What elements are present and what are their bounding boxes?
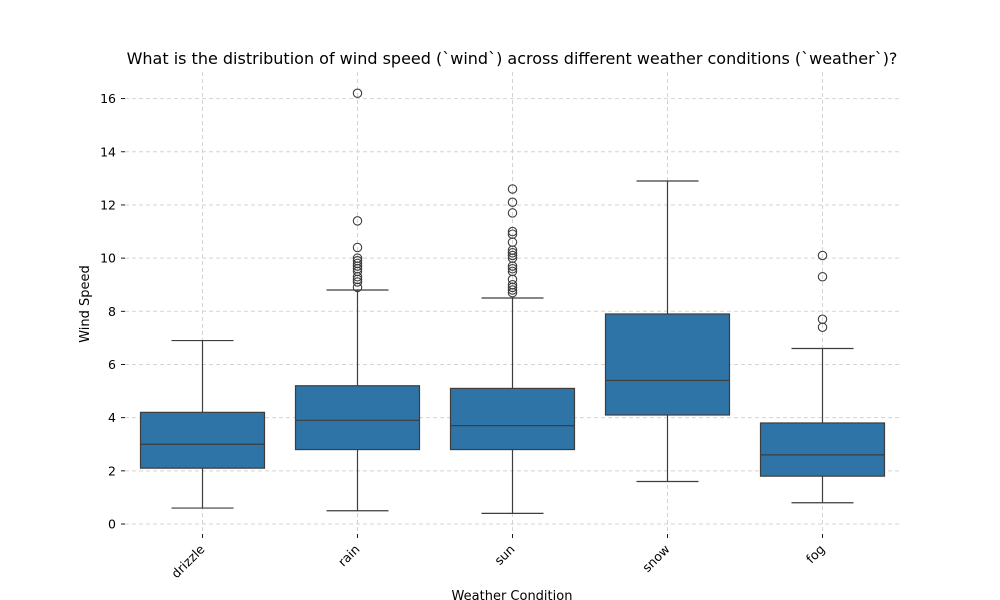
y-tick-label: 12 xyxy=(100,197,116,212)
outlier-point xyxy=(352,277,363,287)
y-tick-label: 6 xyxy=(108,357,116,372)
x-tick-label-rain: rain xyxy=(335,542,363,570)
chart-title: What is the distribution of wind speed (… xyxy=(127,49,898,68)
y-tick-label: 8 xyxy=(108,304,116,319)
x-tick-label-sun: sun xyxy=(491,542,517,568)
x-axis-label: Weather Condition xyxy=(452,589,573,600)
iqr-box xyxy=(759,422,886,477)
y-axis-label: Wind Speed xyxy=(78,265,93,343)
x-tick-label-drizzle: drizzle xyxy=(168,541,208,581)
outlier-point xyxy=(352,253,363,263)
outlier-point xyxy=(817,271,828,282)
outlier-point xyxy=(507,248,518,258)
iqr-box xyxy=(139,411,266,469)
x-tick-label-fog: fog xyxy=(803,542,828,567)
outlier-point xyxy=(352,258,363,269)
y-tick-label: 0 xyxy=(108,517,116,532)
outlier-point xyxy=(507,285,518,295)
y-tick-label: 16 xyxy=(100,91,116,106)
outlier-point xyxy=(352,216,363,226)
iqr-box xyxy=(604,313,731,416)
box-snow xyxy=(604,180,731,483)
outlier-point xyxy=(507,264,518,274)
iqr-box xyxy=(294,385,421,451)
iqr-box xyxy=(449,387,576,451)
outlier-point xyxy=(817,314,828,325)
outlier-point xyxy=(352,256,363,266)
outlier-point xyxy=(507,266,518,277)
y-tick-label: 2 xyxy=(108,463,116,478)
outlier-point xyxy=(352,242,363,253)
y-axis: 0 2 4 6 8 10 12 14 16 xyxy=(100,91,125,532)
box-rain xyxy=(294,88,421,512)
outlier-point xyxy=(507,250,518,261)
box-sun xyxy=(449,184,576,514)
y-tick-label: 4 xyxy=(108,410,116,425)
y-tick-label: 10 xyxy=(100,251,116,266)
x-axis: drizzle rain sun snow fog xyxy=(168,534,828,581)
outlier-point xyxy=(352,88,363,99)
box-drizzle xyxy=(139,339,266,509)
outlier-point xyxy=(507,279,518,290)
box-fog xyxy=(759,250,886,504)
outlier-point xyxy=(507,197,518,208)
boxes-layer xyxy=(139,88,886,514)
outlier-point xyxy=(817,250,828,261)
x-tick-label-snow: snow xyxy=(639,542,672,575)
outlier-point xyxy=(507,226,518,237)
outlier-point xyxy=(507,229,518,239)
outlier-point xyxy=(507,184,518,194)
outlier-point xyxy=(507,208,518,218)
y-tick-label: 14 xyxy=(100,144,116,159)
